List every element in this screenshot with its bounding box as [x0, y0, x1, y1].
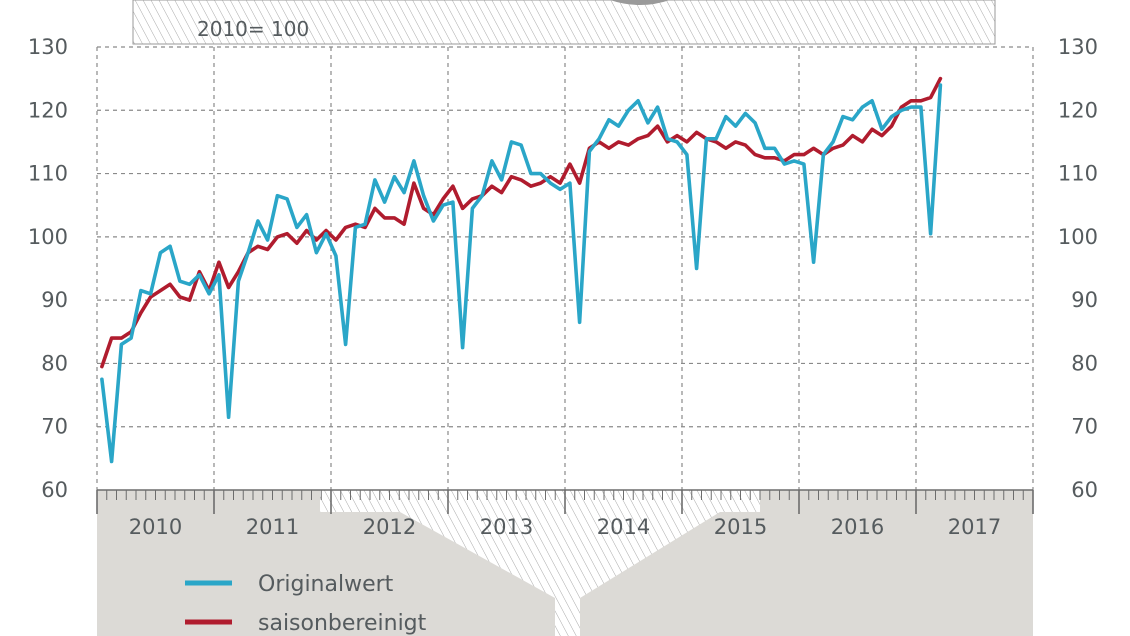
y-tick-label-left: 100 — [28, 225, 68, 249]
series-line-original — [100, 83, 943, 464]
y-tick-label-left: 80 — [41, 351, 68, 375]
series-line-seasonal — [100, 76, 943, 369]
legend-label-original: Originalwert — [258, 572, 394, 597]
x-tick-label-year: 2012 — [363, 515, 416, 539]
x-tick-label-year: 2015 — [714, 515, 767, 539]
y-tick-label-right: 60 — [1071, 478, 1098, 502]
y-tick-label-right: 70 — [1071, 415, 1098, 439]
y-tick-label-right: 130 — [1058, 35, 1098, 59]
y-tick-label-left: 70 — [41, 415, 68, 439]
x-tick-label-year: 2014 — [597, 515, 650, 539]
gridlines — [96, 46, 1034, 490]
y-tick-label-left: 110 — [28, 162, 68, 186]
x-tick-label-year: 2011 — [246, 515, 299, 539]
legend-label-seasonal: saisonbereinigt — [258, 611, 427, 636]
y-tick-label-right: 80 — [1071, 351, 1098, 375]
y-tick-label-left: 60 — [41, 478, 68, 502]
y-tick-label-right: 120 — [1058, 98, 1098, 122]
x-tick-label-year: 2017 — [948, 515, 1001, 539]
y-tick-label-left: 90 — [41, 288, 68, 312]
index-base-label: 2010= 100 — [197, 17, 309, 41]
x-tick-label-year: 2016 — [831, 515, 884, 539]
y-tick-label-right: 110 — [1058, 162, 1098, 186]
axes: 60 60 70 70 80 80 90 90 100 100 110 110 120 120 130 130… — [28, 35, 1098, 539]
y-tick-label-right: 90 — [1071, 288, 1098, 312]
y-tick-label-left: 130 — [28, 35, 68, 59]
x-tick-label-year: 2013 — [480, 515, 533, 539]
y-tick-label-left: 120 — [28, 98, 68, 122]
series-layer — [100, 76, 943, 464]
legend: Originalwert saisonbereinigt — [185, 572, 427, 636]
y-tick-label-right: 100 — [1058, 225, 1098, 249]
header-panel — [132, 0, 996, 45]
footer-panel — [97, 488, 1033, 636]
x-tick-label-year: 2010 — [129, 515, 182, 539]
